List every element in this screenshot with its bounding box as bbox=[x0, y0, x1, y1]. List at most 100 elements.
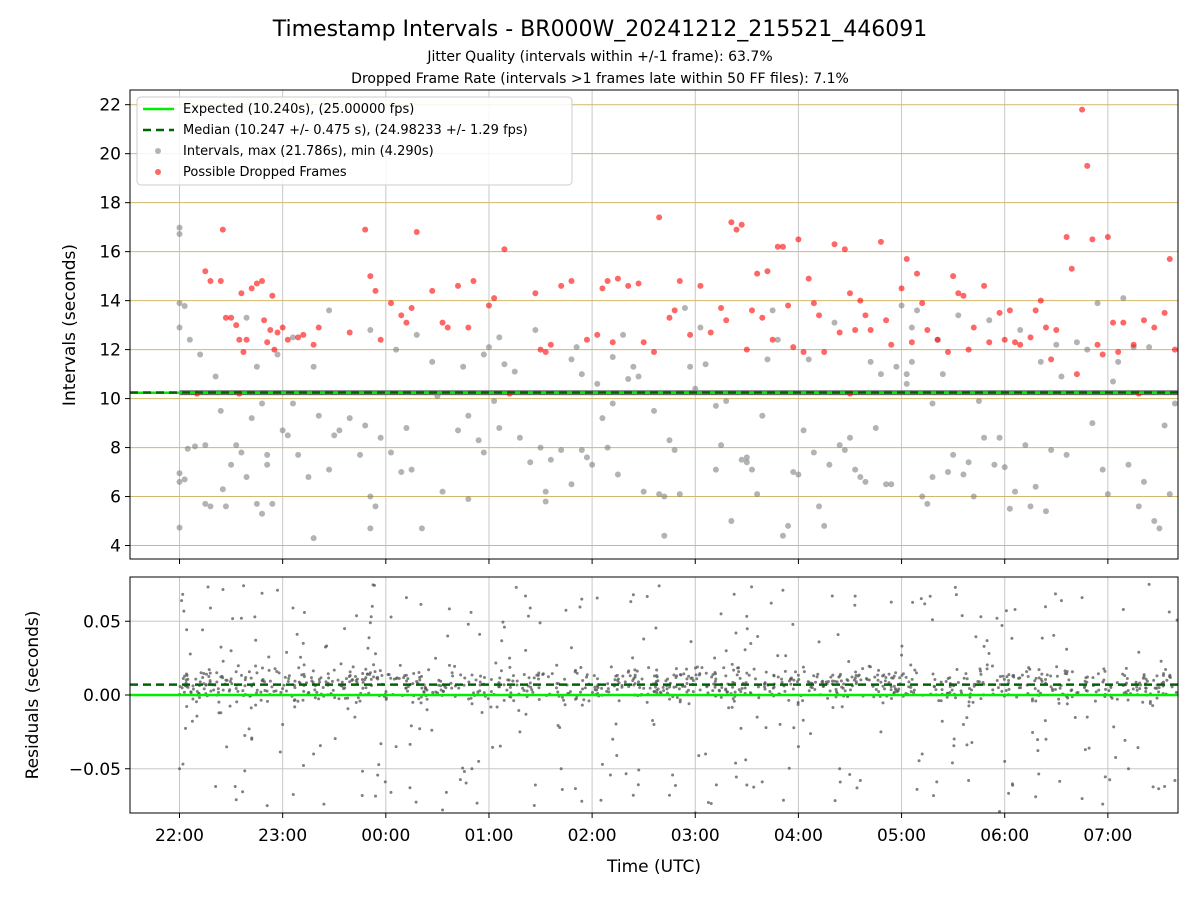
x-tick-label: 06:00 bbox=[980, 826, 1029, 846]
residual-point bbox=[560, 787, 564, 791]
residual-point bbox=[478, 689, 482, 693]
residual-point bbox=[813, 687, 817, 691]
residual-point bbox=[734, 775, 738, 779]
residual-point bbox=[383, 780, 387, 784]
residual-point bbox=[796, 702, 800, 706]
residual-point bbox=[965, 677, 969, 681]
interval-point bbox=[609, 353, 616, 360]
residual-point bbox=[394, 745, 398, 749]
interval-point bbox=[367, 525, 374, 532]
residual-point bbox=[719, 695, 723, 699]
residual-point bbox=[1162, 672, 1166, 676]
residual-point bbox=[884, 676, 888, 680]
residual-point bbox=[720, 686, 724, 690]
residual-point bbox=[682, 672, 686, 676]
interval-point bbox=[501, 361, 508, 368]
interval-point bbox=[872, 424, 879, 431]
dropped-frame-point bbox=[455, 282, 462, 289]
residual-point bbox=[562, 698, 566, 702]
residual-point bbox=[960, 614, 964, 618]
interval-point bbox=[785, 522, 792, 529]
residual-point bbox=[706, 691, 710, 695]
dropped-frame-point bbox=[398, 312, 405, 319]
residual-point bbox=[411, 700, 415, 704]
residual-point bbox=[632, 683, 636, 687]
interval-point bbox=[1104, 491, 1111, 498]
residual-point bbox=[235, 700, 239, 704]
dropped-frame-point bbox=[687, 331, 694, 338]
dropped-frame-point bbox=[831, 241, 838, 248]
residual-point bbox=[1044, 678, 1048, 682]
residual-point bbox=[312, 752, 316, 756]
residual-point bbox=[732, 592, 736, 596]
residual-point bbox=[982, 644, 986, 648]
residual-point bbox=[815, 675, 819, 679]
residual-point bbox=[1109, 686, 1113, 690]
x-tick-label: 02:00 bbox=[568, 826, 617, 846]
residual-point bbox=[309, 676, 313, 680]
residual-point bbox=[1115, 697, 1119, 701]
residual-point bbox=[587, 699, 591, 703]
residual-point bbox=[764, 726, 768, 730]
residual-point bbox=[674, 667, 678, 671]
dropped-frame-point bbox=[888, 341, 895, 348]
residual-point bbox=[907, 685, 911, 689]
dropped-frame-point bbox=[444, 324, 451, 331]
interval-point bbox=[712, 402, 719, 409]
residual-point bbox=[698, 688, 702, 692]
residual-point bbox=[821, 679, 825, 683]
residual-point bbox=[342, 687, 346, 691]
residual-point bbox=[704, 671, 708, 675]
residual-point bbox=[769, 601, 773, 605]
residual-point bbox=[450, 671, 454, 675]
residual-point bbox=[417, 697, 421, 701]
residual-point bbox=[879, 730, 883, 734]
residual-point bbox=[756, 685, 760, 689]
residual-point bbox=[568, 690, 572, 694]
dropped-frame-point bbox=[651, 349, 657, 356]
dropped-frame-point bbox=[1099, 351, 1106, 358]
interval-point bbox=[532, 327, 539, 334]
residual-point bbox=[281, 687, 285, 691]
residual-point bbox=[834, 687, 838, 691]
interval-point bbox=[614, 471, 621, 478]
residual-point bbox=[423, 687, 427, 691]
residual-point bbox=[195, 690, 199, 694]
residual-point bbox=[541, 672, 545, 676]
residual-point bbox=[748, 691, 752, 695]
residual-point bbox=[523, 594, 527, 598]
residual-point bbox=[695, 677, 699, 681]
residual-point bbox=[181, 592, 185, 596]
residual-point bbox=[505, 688, 509, 692]
dropped-frame-point bbox=[914, 270, 921, 277]
residual-point bbox=[459, 673, 463, 677]
interval-point bbox=[640, 488, 647, 495]
residual-point bbox=[781, 588, 785, 592]
residual-point bbox=[228, 680, 232, 684]
interval-point bbox=[1063, 451, 1070, 458]
residual-point bbox=[1085, 715, 1089, 719]
residual-point bbox=[293, 705, 297, 709]
residual-point bbox=[1144, 686, 1148, 690]
residual-point bbox=[596, 677, 600, 681]
dropped-frame-point bbox=[408, 304, 415, 311]
residual-point bbox=[474, 678, 478, 682]
residual-point bbox=[180, 686, 184, 690]
residual-point bbox=[689, 676, 693, 680]
residual-point bbox=[408, 786, 412, 790]
residual-point bbox=[739, 726, 743, 730]
residual-point bbox=[528, 606, 532, 610]
interval-point bbox=[542, 498, 549, 505]
interval-point bbox=[542, 488, 549, 495]
residual-point bbox=[297, 680, 301, 684]
residual-point bbox=[239, 616, 243, 620]
residual-point bbox=[217, 711, 221, 715]
interval-point bbox=[387, 449, 394, 456]
residual-point bbox=[1057, 697, 1061, 701]
x-tick-label: 05:00 bbox=[877, 826, 926, 846]
interval-point bbox=[991, 461, 998, 468]
residual-point bbox=[323, 645, 327, 649]
residual-point bbox=[1031, 730, 1035, 734]
interval-point bbox=[202, 500, 209, 507]
interval-point bbox=[759, 412, 766, 419]
